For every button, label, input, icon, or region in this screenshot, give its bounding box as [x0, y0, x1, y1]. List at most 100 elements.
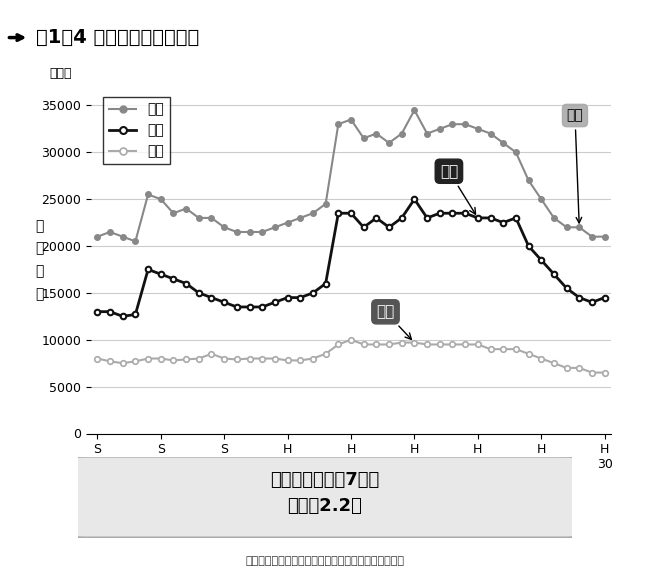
Line: 女性: 女性	[94, 337, 608, 375]
女性	[182, 356, 190, 363]
男性	[538, 257, 545, 264]
女性	[436, 341, 444, 348]
男性	[588, 299, 596, 306]
総数	[233, 228, 240, 235]
男性	[347, 210, 355, 217]
男性	[360, 224, 368, 231]
女性	[575, 364, 583, 371]
女性	[144, 355, 152, 362]
女性	[462, 341, 469, 348]
Text: 出典：警察庁自殺統計原票データより厚生労働省作成: 出典：警察庁自殺統計原票データより厚生労働省作成	[246, 555, 404, 565]
総数	[170, 210, 177, 217]
女性	[283, 357, 291, 364]
総数	[246, 228, 254, 235]
女性	[233, 356, 240, 363]
男性	[385, 224, 393, 231]
男性	[144, 266, 152, 273]
Text: 図1－4 自殺者数の年次推移: 図1－4 自殺者数の年次推移	[36, 28, 199, 47]
男性	[550, 271, 558, 277]
Line: 総数: 総数	[94, 108, 608, 244]
男性	[334, 210, 342, 217]
総数	[258, 228, 266, 235]
Line: 男性: 男性	[94, 197, 608, 319]
総数	[385, 139, 393, 146]
女性	[448, 341, 456, 348]
総数	[563, 224, 571, 231]
男性	[411, 196, 419, 203]
男性	[283, 294, 291, 301]
Text: 男性の自殺は約7割。
女性の2.2倍: 男性の自殺は約7割。 女性の2.2倍	[270, 471, 380, 515]
女性	[258, 355, 266, 362]
総数	[119, 233, 127, 240]
男性	[246, 303, 254, 310]
Text: （人）: （人）	[49, 67, 72, 80]
男性	[525, 243, 532, 250]
総数	[271, 224, 279, 231]
男性	[170, 275, 177, 282]
女性	[207, 350, 215, 357]
女性	[271, 355, 279, 362]
男性	[398, 214, 406, 221]
男性	[258, 303, 266, 310]
男性	[309, 290, 317, 297]
総数	[601, 233, 608, 240]
男性	[487, 214, 495, 221]
Text: 総数: 総数	[567, 109, 583, 223]
女性	[334, 341, 342, 348]
女性	[398, 339, 406, 346]
総数	[94, 233, 101, 240]
男性	[182, 280, 190, 287]
女性	[550, 360, 558, 366]
男性	[207, 294, 215, 301]
男性	[195, 290, 203, 297]
女性	[322, 350, 330, 357]
女性	[474, 341, 482, 348]
男性	[448, 210, 456, 217]
総数	[499, 139, 507, 146]
男性	[106, 308, 114, 315]
女性	[360, 341, 368, 348]
男性	[220, 299, 228, 306]
総数	[207, 214, 215, 221]
女性	[385, 341, 393, 348]
Text: 男性: 男性	[440, 164, 476, 214]
総数	[360, 135, 368, 142]
総数	[144, 191, 152, 198]
総数	[588, 233, 596, 240]
女性	[588, 369, 596, 376]
女性	[246, 355, 254, 362]
男性	[474, 214, 482, 221]
総数	[538, 196, 545, 203]
男性	[563, 285, 571, 292]
総数	[131, 238, 139, 245]
女性	[601, 369, 608, 376]
総数	[322, 201, 330, 208]
総数	[334, 121, 342, 128]
女性	[423, 341, 431, 348]
女性	[106, 358, 114, 365]
総数	[411, 107, 419, 114]
女性	[499, 346, 507, 353]
女性	[119, 360, 127, 366]
女性	[309, 355, 317, 362]
総数	[575, 224, 583, 231]
女性	[195, 355, 203, 362]
男性	[322, 280, 330, 287]
男性	[296, 294, 304, 301]
女性	[487, 346, 495, 353]
男性	[512, 214, 520, 221]
総数	[487, 130, 495, 137]
総数	[296, 214, 304, 221]
男性	[601, 294, 608, 301]
女性	[296, 357, 304, 364]
総数	[512, 149, 520, 156]
総数	[182, 205, 190, 212]
男性	[499, 219, 507, 226]
総数	[525, 177, 532, 184]
女性	[220, 355, 228, 362]
総数	[398, 130, 406, 137]
Legend: 総数, 男性, 女性: 総数, 男性, 女性	[103, 97, 170, 164]
女性	[512, 346, 520, 353]
男性	[119, 313, 127, 320]
女性	[157, 355, 164, 362]
